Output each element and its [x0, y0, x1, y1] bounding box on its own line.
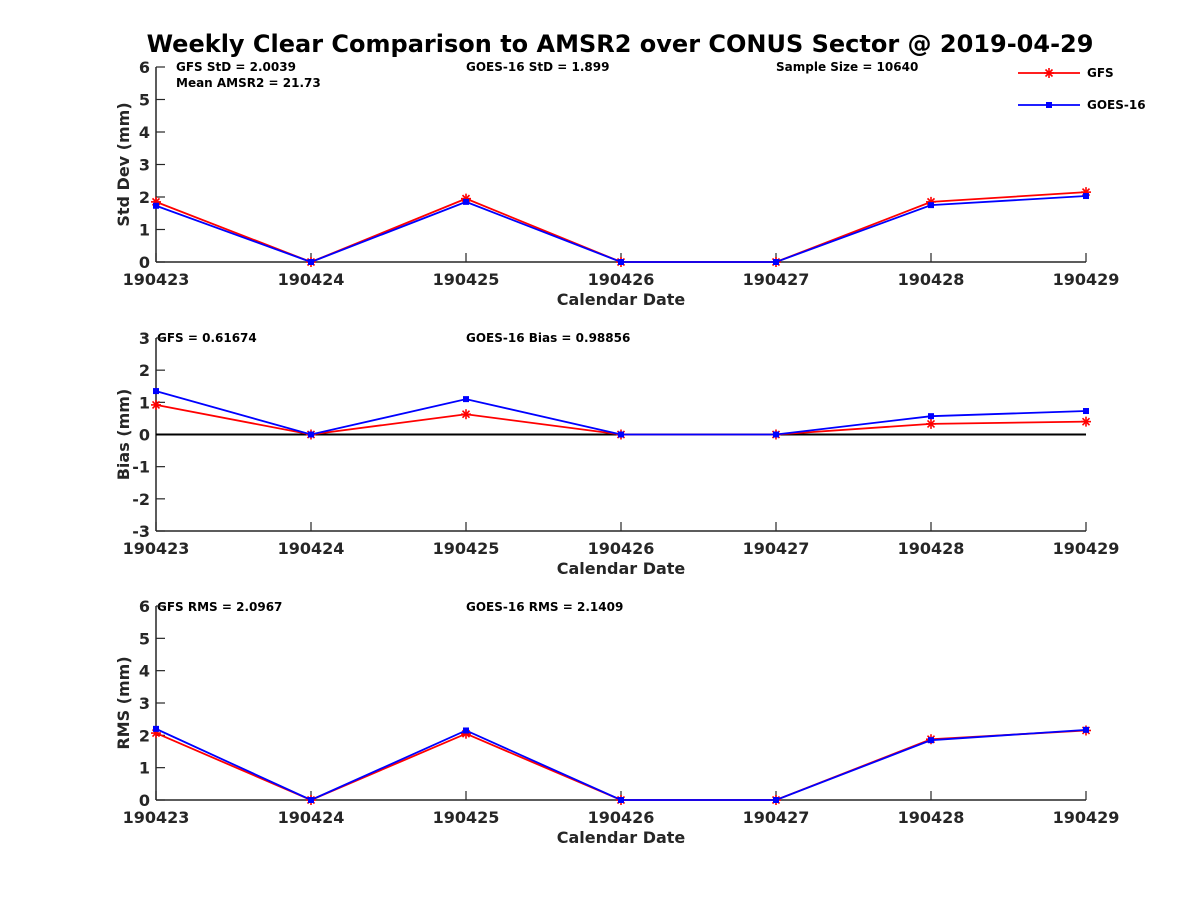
y-tick-label: -2	[132, 490, 150, 509]
x-tick-label: 190424	[278, 808, 345, 827]
y-tick-label: 3	[139, 694, 150, 713]
y-axis-label: RMS (mm)	[114, 656, 133, 749]
chart-panel-1: 0 1 2 3 4 5 6 190423 190424 190425 190426 190427 190…	[114, 58, 1119, 309]
x-tick-label: 190426	[588, 808, 655, 827]
annotation-gfs-std: GFS StD = 2.0039	[176, 60, 296, 74]
x-tick-label: 190423	[123, 270, 190, 289]
figure-title: Weekly Clear Comparison to AMSR2 over CO…	[146, 30, 1094, 58]
annotation-gfs-bias: GFS = 0.61674	[157, 331, 257, 345]
data-point-goes-16	[773, 431, 779, 438]
y-tick-label: 2	[139, 726, 150, 745]
y-tick-label: 2	[139, 361, 150, 380]
x-tick-label: 190428	[898, 539, 965, 558]
legend-goes16-label: GOES-16	[1087, 98, 1146, 112]
data-point-goes-16	[463, 727, 469, 734]
data-point-gfs	[926, 418, 936, 429]
data-point-goes-16	[773, 259, 779, 265]
annotation-mean-amsr2: Mean AMSR2 = 21.73	[176, 76, 321, 90]
y-tick-label: 2	[139, 188, 150, 207]
y-tick-label: 4	[139, 662, 150, 681]
x-tick-label: 190427	[743, 539, 810, 558]
x-axis-label: Calendar Date	[557, 559, 686, 578]
chart-panel-2: -3 -2 -1 0 1 2 3 190423 190424 190425 190426 190427…	[114, 329, 1119, 578]
x-tick-label: 190425	[433, 539, 500, 558]
data-point-goes-16	[928, 413, 934, 420]
legend: GFS GOES-16	[1018, 66, 1146, 112]
y-tick-label: 3	[139, 156, 150, 175]
x-tick-label: 190424	[278, 270, 345, 289]
data-point-goes-16	[928, 202, 934, 209]
y-tick-label: 1	[139, 221, 150, 240]
legend-gfs-label: GFS	[1087, 66, 1114, 80]
data-point-goes-16	[1083, 726, 1089, 733]
x-tick-label: 190427	[743, 270, 810, 289]
y-tick-label: 0	[139, 253, 150, 272]
legend-goes16-marker	[1046, 102, 1052, 108]
y-tick-label: 6	[139, 597, 150, 616]
data-point-goes-16	[1083, 408, 1089, 415]
data-point-goes-16	[618, 431, 624, 438]
x-tick-label: 190428	[898, 808, 965, 827]
x-tick-label: 190426	[588, 270, 655, 289]
data-point-goes-16	[308, 259, 314, 265]
y-tick-label: 3	[139, 329, 150, 348]
y-tick-label: 0	[139, 426, 150, 445]
legend-gfs-marker	[1044, 68, 1054, 78]
data-point-goes-16	[773, 797, 779, 803]
y-tick-label: 5	[139, 629, 150, 648]
data-point-goes-16	[308, 431, 314, 438]
data-point-goes-16	[928, 737, 934, 744]
x-axis-label: Calendar Date	[557, 290, 686, 309]
series-line-goes-16	[155, 390, 1087, 436]
x-tick-label: 190429	[1053, 539, 1120, 558]
x-tick-label: 190426	[588, 539, 655, 558]
chart-panel-3: 0 1 2 3 4 5 6 190423 190424 190425 190426 190427 190…	[114, 597, 1119, 847]
data-point-goes-16	[153, 388, 159, 395]
series-line-goes-16	[155, 728, 1087, 801]
data-point-gfs	[1081, 416, 1091, 427]
y-tick-label: 0	[139, 791, 150, 810]
y-axis-label: Std Dev (mm)	[114, 102, 133, 226]
x-tick-label: 190423	[123, 539, 190, 558]
data-point-goes-16	[463, 396, 469, 403]
x-tick-label: 190425	[433, 808, 500, 827]
y-tick-label: 1	[139, 393, 150, 412]
data-point-gfs	[461, 409, 471, 420]
x-tick-label: 190424	[278, 539, 345, 558]
x-tick-label: 190429	[1053, 808, 1120, 827]
x-tick-label: 190427	[743, 808, 810, 827]
data-point-goes-16	[463, 198, 469, 205]
data-point-goes-16	[618, 797, 624, 803]
y-tick-label: 6	[139, 58, 150, 77]
x-tick-label: 190429	[1053, 270, 1120, 289]
y-tick-label: -3	[132, 522, 150, 541]
x-axis-label: Calendar Date	[557, 828, 686, 847]
series-line-gfs	[155, 729, 1087, 801]
data-point-goes-16	[1083, 193, 1089, 200]
data-point-goes-16	[308, 797, 314, 803]
y-tick-label: -1	[132, 458, 150, 477]
x-tick-label: 190428	[898, 270, 965, 289]
data-point-goes-16	[153, 725, 159, 732]
y-tick-label: 4	[139, 123, 150, 142]
data-point-goes-16	[153, 202, 159, 209]
x-tick-label: 190425	[433, 270, 500, 289]
annotation-goes16-bias: GOES-16 Bias = 0.98856	[466, 331, 630, 345]
annotation-sample-size: Sample Size = 10640	[776, 60, 918, 74]
series-line-goes-16	[155, 195, 1087, 263]
annotation-goes16-std: GOES-16 StD = 1.899	[466, 60, 609, 74]
y-tick-label: 1	[139, 759, 150, 778]
y-axis-label: Bias (mm)	[114, 389, 133, 481]
data-point-goes-16	[618, 259, 624, 265]
annotation-gfs-rms: GFS RMS = 2.0967	[157, 600, 282, 614]
y-tick-label: 5	[139, 91, 150, 110]
x-tick-label: 190423	[123, 808, 190, 827]
data-point-gfs	[151, 399, 161, 410]
series-line-gfs	[155, 191, 1087, 263]
annotation-goes16-rms: GOES-16 RMS = 2.1409	[466, 600, 623, 614]
